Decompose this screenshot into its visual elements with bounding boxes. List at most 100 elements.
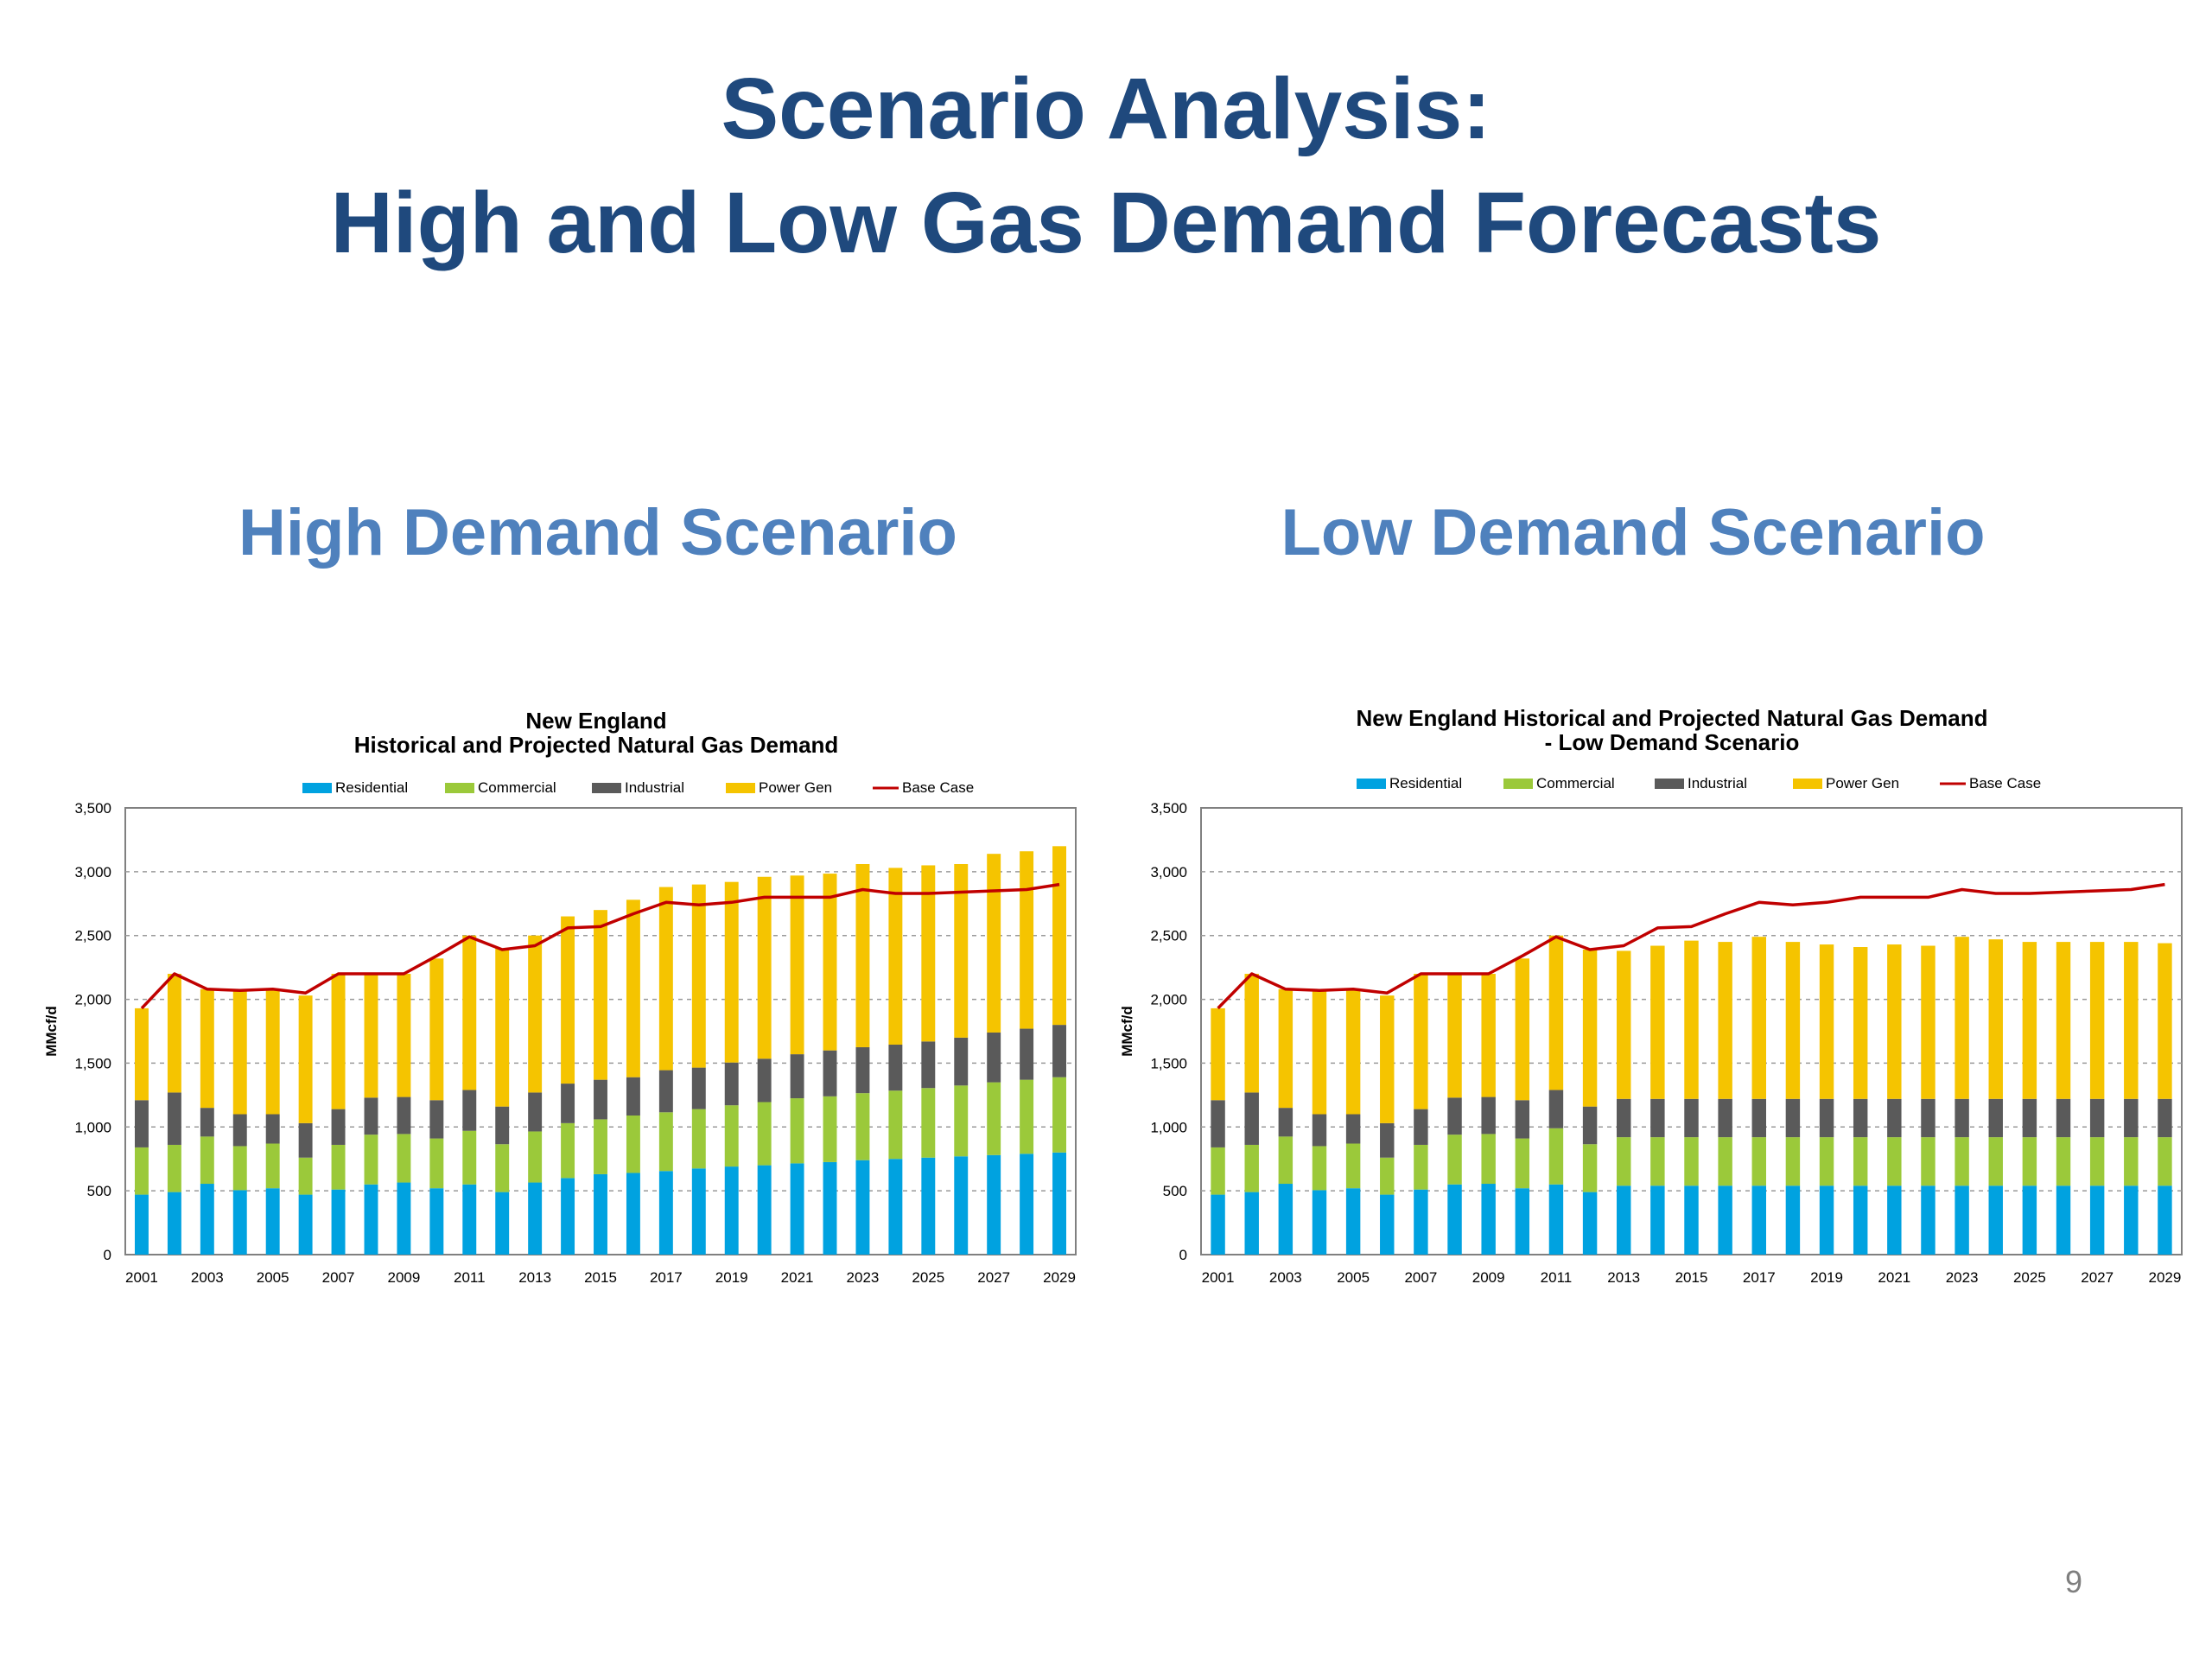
bar-power-gen-2001 [135,1007,149,1101]
bar-industrial-2002 [167,1092,181,1145]
x-tick-label: 2013 [518,1269,551,1286]
bar-residential-2007 [331,1189,346,1255]
bar-commercial-2001 [1211,1147,1225,1195]
y-axis-label: MMcf/d [1119,1006,1135,1057]
bar-commercial-2006 [298,1157,313,1195]
bar-industrial-2001 [135,1100,149,1147]
bar-industrial-2012 [495,1106,510,1145]
bar-residential-2024 [888,1159,903,1255]
legend-label: Base Case [902,779,974,796]
x-tick-label: 2005 [1337,1269,1370,1286]
bar-residential-2016 [626,1173,640,1255]
bar-industrial-2016 [1718,1098,1732,1138]
legend-item-base-case: Base Case [1940,775,2041,791]
x-tick-label: 2001 [125,1269,158,1286]
bar-residential-2017 [658,1171,673,1255]
bar-commercial-2020 [757,1102,772,1166]
y-tick-label: 1,500 [74,1055,111,1071]
legend-item-commercial: Commercial [445,779,556,796]
legend-label: Commercial [478,779,556,796]
bar-commercial-2012 [1582,1144,1598,1192]
bar-residential-2019 [724,1166,739,1255]
bar-industrial-2011 [1548,1090,1564,1128]
bar-residential-2026 [2056,1185,2071,1255]
x-tick-label: 2019 [715,1269,748,1286]
bar-commercial-2029 [2158,1137,2172,1186]
bar-power-gen-2019 [724,881,739,1063]
bar-residential-2020 [1853,1185,1868,1255]
line-base-case [1217,882,2165,1010]
bar-power-gen-2004 [232,990,247,1115]
bar-industrial-2015 [594,1079,607,1120]
legend-swatch [1655,779,1684,789]
bar-residential-2015 [1684,1185,1699,1255]
y-tick-label: 0 [104,1247,111,1263]
bar-power-gen-2014 [1650,945,1665,1099]
chart-title-line: New England Historical and Projected Nat… [1356,705,1987,731]
bar-commercial-2002 [1244,1144,1259,1192]
bar-commercial-2007 [331,1144,346,1190]
legend-label: Residential [335,779,408,796]
y-tick-label: 500 [87,1183,111,1199]
bar-residential-2027 [987,1154,1001,1255]
bar-industrial-2007 [1414,1109,1428,1145]
bar-power-gen-2001 [1211,1007,1225,1101]
bar-residential-2015 [594,1173,607,1255]
bar-power-gen-2006 [298,995,313,1123]
bar-power-gen-2017 [658,887,673,1071]
bar-commercial-2025 [2022,1137,2037,1186]
bar-residential-2029 [2158,1185,2172,1255]
x-tick-label: 2027 [2081,1269,2113,1286]
x-tick-label: 2003 [1269,1269,1302,1286]
bar-industrial-2017 [658,1070,673,1113]
bar-residential-2028 [2124,1185,2139,1255]
bar-commercial-2022 [823,1096,837,1162]
bar-industrial-2004 [1312,1114,1327,1147]
bar-commercial-2017 [1751,1137,1766,1186]
bar-commercial-2009 [1481,1134,1496,1185]
bar-residential-2022 [1921,1185,1936,1255]
bar-power-gen-2029 [1052,846,1066,1026]
bar-industrial-2007 [331,1109,346,1145]
bar-commercial-2026 [2056,1137,2071,1186]
bar-residential-2009 [1481,1184,1496,1255]
bar-industrial-2005 [265,1114,280,1144]
bar-commercial-2014 [1650,1137,1665,1186]
bar-power-gen-2013 [1617,950,1631,1099]
bar-power-gen-2020 [757,876,772,1059]
chart-title-line: - Low Demand Scenario [1545,729,1800,755]
bar-commercial-2028 [2124,1137,2139,1186]
bar-residential-2013 [528,1182,543,1255]
x-tick-label: 2029 [2149,1269,2182,1286]
x-tick-label: 2023 [1946,1269,1979,1286]
x-tick-label: 2025 [2013,1269,2046,1286]
y-tick-label: 2,000 [74,992,111,1008]
bar-power-gen-2010 [429,958,444,1101]
low-demand-heading: Low Demand Scenario [1281,496,1986,569]
bar-industrial-2009 [397,1096,411,1135]
bar-power-gen-2012 [1582,949,1598,1107]
x-tick-label: 2001 [1202,1269,1235,1286]
bar-residential-2014 [561,1178,575,1255]
bar-power-gen-2016 [626,899,640,1077]
bar-residential-2020 [757,1165,772,1255]
bar-power-gen-2002 [1244,974,1259,1093]
bar-commercial-2007 [1414,1144,1428,1190]
legend-swatch [302,783,332,793]
bar-commercial-2019 [1819,1137,1834,1186]
x-tick-label: 2007 [1404,1269,1437,1286]
bar-residential-2027 [2089,1185,2105,1255]
x-tick-label: 2005 [257,1269,289,1286]
bar-commercial-2015 [1684,1137,1699,1186]
bar-commercial-2001 [135,1147,149,1195]
bar-commercial-2021 [790,1098,804,1164]
bar-power-gen-2010 [1515,958,1530,1101]
bar-commercial-2016 [626,1115,640,1173]
bar-commercial-2029 [1052,1077,1066,1153]
high-demand-heading: High Demand Scenario [238,496,957,569]
x-tick-label: 2003 [191,1269,224,1286]
y-tick-label: 3,500 [1150,800,1187,817]
bar-industrial-2020 [1853,1098,1868,1138]
legend-swatch [1357,779,1386,789]
bar-power-gen-2023 [1955,937,1969,1099]
